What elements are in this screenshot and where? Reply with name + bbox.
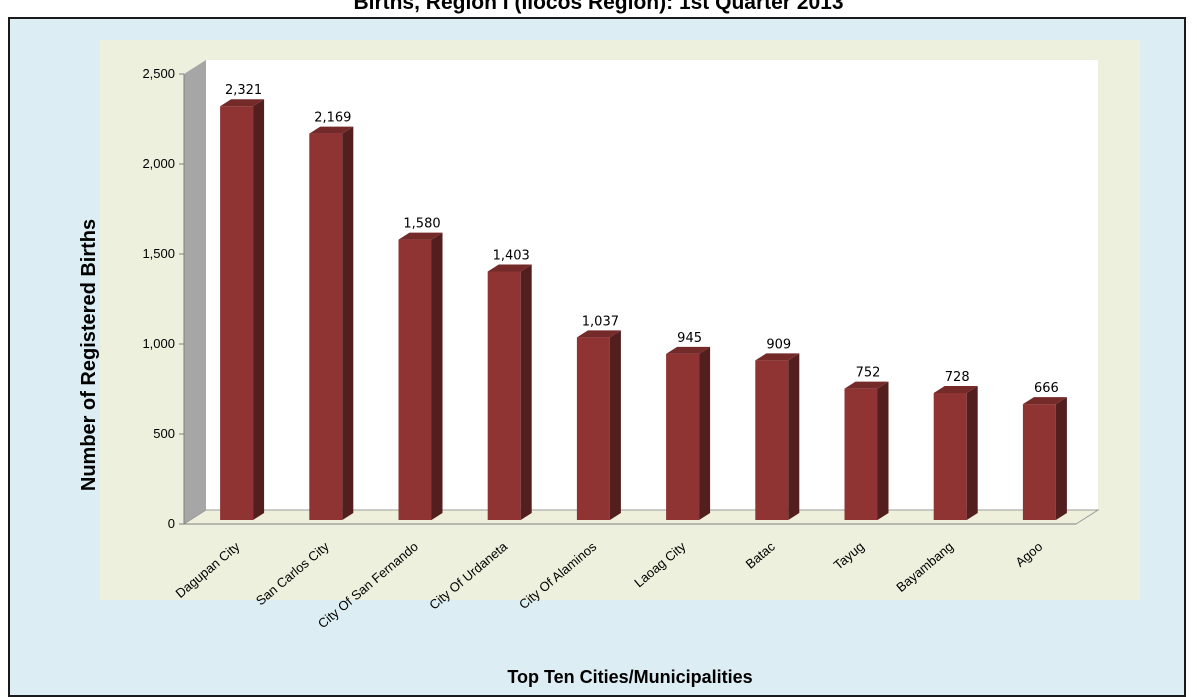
x-axis-title: Top Ten Cities/Municipalities: [507, 667, 752, 687]
bar-front: [309, 133, 343, 520]
data-label: 666: [1034, 381, 1059, 396]
bar-side: [966, 385, 978, 520]
y-tick-label: 500: [153, 426, 175, 441]
bar-side: [609, 330, 621, 520]
side-wall: [184, 60, 206, 524]
data-label: 2,321: [225, 83, 262, 98]
bar-top: [487, 264, 532, 272]
data-label: 1,403: [493, 248, 530, 263]
bar: [576, 330, 621, 520]
bar: [398, 232, 443, 520]
bar-front: [933, 392, 967, 520]
data-label: 1,580: [403, 217, 440, 232]
bar-front: [755, 360, 789, 520]
bar: [1022, 397, 1067, 520]
bar-side: [431, 232, 443, 520]
y-tick-label: 2,500: [142, 66, 175, 81]
bar: [309, 126, 354, 520]
bar-front: [1022, 404, 1056, 520]
bar: [844, 381, 889, 520]
chart-title: Births, Region I (Ilocos Region): 1st Qu…: [353, 0, 844, 14]
y-tick-label: 1,000: [142, 336, 175, 351]
bar-top: [398, 232, 443, 240]
bar-side: [1055, 397, 1067, 520]
bar-side: [788, 353, 800, 520]
bar-top: [666, 346, 711, 354]
bar-top: [933, 385, 978, 393]
data-label: 909: [766, 337, 791, 352]
bar-top: [844, 381, 889, 389]
bar: [487, 264, 532, 520]
bar-front: [398, 239, 432, 520]
bar-side: [699, 346, 711, 520]
bar-front: [220, 106, 254, 520]
y-tick-label: 1,500: [142, 246, 175, 261]
bar-top: [1022, 397, 1067, 405]
bar-side: [520, 264, 532, 520]
bar-front: [844, 388, 878, 520]
y-axis-title: Number of Registered Births: [78, 219, 100, 491]
y-tick-label: 2,000: [142, 156, 175, 171]
bar-top: [576, 330, 621, 338]
bar-front: [666, 353, 700, 520]
bar-side: [342, 126, 354, 520]
bar: [933, 385, 978, 520]
bar: [220, 99, 265, 520]
data-label: 1,037: [582, 314, 619, 329]
bar: [666, 346, 711, 520]
bar-front: [487, 271, 521, 520]
bar: [755, 353, 800, 520]
data-label: 728: [945, 370, 970, 385]
y-tick-label: 0: [168, 516, 175, 531]
data-label: 2,169: [314, 111, 351, 126]
data-label: 752: [856, 366, 881, 381]
bar-top: [309, 126, 354, 134]
bar-side: [253, 99, 265, 520]
bar-top: [755, 353, 800, 361]
bar-front: [576, 337, 610, 520]
bar-top: [220, 99, 265, 107]
data-label: 945: [677, 331, 702, 346]
bar-side: [877, 381, 889, 520]
